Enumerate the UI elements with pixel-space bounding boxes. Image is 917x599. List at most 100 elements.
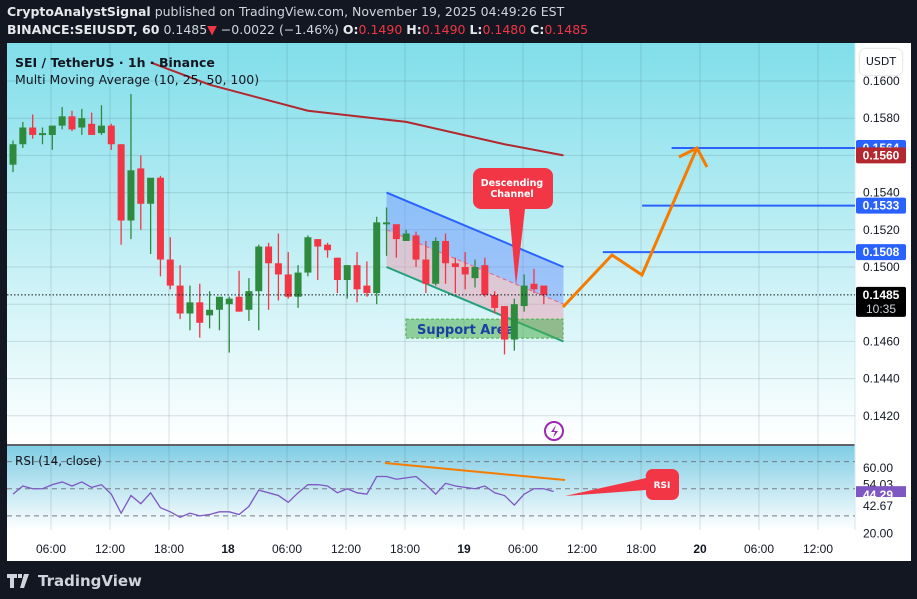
candle	[58, 116, 66, 126]
moving-average-line	[150, 61, 564, 157]
high-value: 0.1490	[421, 22, 466, 37]
time-tick: 12:00	[331, 542, 361, 556]
support-area-label: Support Area	[417, 323, 514, 338]
candle	[97, 125, 105, 134]
svg-text:42.67: 42.67	[863, 499, 893, 513]
rsi-legend[interactable]: RSI (14, close)	[15, 454, 102, 468]
candle	[215, 296, 223, 310]
candle	[274, 263, 282, 275]
price-pane	[7, 43, 855, 444]
candle	[166, 259, 174, 286]
candle	[19, 127, 27, 145]
candle	[422, 259, 430, 284]
candle	[88, 123, 96, 135]
candle	[324, 244, 332, 251]
candle	[186, 302, 194, 314]
time-tick: 20	[693, 542, 707, 556]
candle	[314, 239, 322, 247]
rsi-callout: RSI	[565, 468, 679, 500]
time-tick: 12:00	[95, 542, 125, 556]
candle	[176, 285, 184, 314]
last-price: 0.1485	[163, 22, 208, 37]
target-price-label: 0.1533	[856, 197, 906, 214]
candle	[255, 246, 263, 292]
candle	[442, 240, 450, 264]
time-tick: 06:00	[272, 542, 302, 556]
candle	[29, 127, 37, 135]
tradingview-logo-icon	[7, 574, 29, 588]
time-tick: 18:00	[154, 542, 184, 556]
candle	[432, 240, 440, 284]
price-tick: 0.1520	[863, 223, 900, 237]
low-value: 0.1480	[482, 22, 527, 37]
time-axis: 06:00 12:00 18:00 18 06:00 12:00 18:00 19 06:00 1…	[36, 542, 833, 556]
candle	[9, 144, 17, 165]
price-tick: 0.1540	[863, 186, 900, 200]
time-tick: 18	[221, 542, 235, 556]
candle	[235, 296, 243, 312]
rsi-pane	[7, 446, 855, 530]
candle	[520, 285, 528, 307]
candle	[540, 285, 548, 295]
open-value: 0.1490	[358, 22, 403, 37]
candle	[461, 267, 469, 275]
projection-arrow	[561, 147, 699, 309]
candle	[147, 177, 155, 204]
candle	[383, 222, 391, 225]
svg-text:20.00: 20.00	[863, 526, 893, 540]
price-tick: 0.1500	[863, 260, 900, 274]
candle	[501, 306, 508, 340]
rsi-trendline	[384, 462, 566, 481]
ma100-price-label: 0.1560	[856, 147, 906, 164]
candle	[363, 285, 371, 294]
moving-average-legend[interactable]: Multi Moving Average (10, 25, 50, 100)	[15, 72, 260, 87]
time-tick: 12:00	[803, 542, 833, 556]
svg-text:0.1533: 0.1533	[863, 199, 900, 213]
candle	[481, 265, 489, 295]
candle	[206, 309, 214, 316]
candle	[245, 291, 253, 310]
symbol-legend[interactable]: SEI / TetherUS · 1h · Binance	[15, 55, 215, 70]
channel-top-line	[386, 191, 564, 268]
support-area-box	[405, 318, 564, 339]
svg-text:Descending: Descending	[481, 178, 543, 189]
price-tick: 0.1600	[863, 74, 900, 88]
candle	[68, 116, 76, 130]
currency-button[interactable]: USDT	[860, 49, 902, 75]
chart-frame[interactable]: 06:00 12:00 18:00 18 06:00 12:00 18:00 19 06:00 1…	[7, 43, 911, 561]
tradingview-logo: TradingView	[7, 572, 142, 590]
candle	[402, 233, 410, 241]
candle	[510, 304, 518, 340]
candle	[137, 168, 145, 204]
publish-info: CryptoAnalystSignal published on Trading…	[7, 4, 564, 19]
candle	[48, 125, 56, 135]
candle	[491, 294, 499, 308]
candle	[265, 246, 273, 264]
candle	[294, 272, 302, 297]
symbol-info: BINANCE:SEIUSDT, 60 0.1485▼ −0.0022 (−1.…	[7, 22, 589, 37]
candle	[156, 177, 164, 260]
price-tick: 0.1420	[863, 409, 900, 423]
time-tick: 18:00	[626, 542, 656, 556]
candle	[373, 222, 381, 294]
svg-text:0.1485: 0.1485	[863, 288, 900, 302]
target-price-label: 0.1508	[856, 244, 906, 261]
candle	[78, 118, 86, 128]
svg-text:0.1508: 0.1508	[863, 245, 900, 259]
rsi-line	[12, 475, 554, 518]
candle	[225, 298, 233, 305]
candle	[471, 267, 479, 279]
price-tick: 0.1440	[863, 372, 900, 386]
candle	[284, 274, 292, 297]
projection-arrowhead	[678, 146, 709, 168]
candle	[343, 265, 351, 281]
time-tick: 19	[457, 542, 471, 556]
author-name[interactable]: CryptoAnalystSignal	[7, 4, 151, 19]
published-text: published on TradingView.com, November 1…	[154, 4, 565, 19]
channel-upper-fill	[386, 192, 564, 305]
close-value: 0.1485	[544, 22, 589, 37]
svg-text:RSI: RSI	[654, 481, 671, 491]
chart-canvas[interactable]: 06:00 12:00 18:00 18 06:00 12:00 18:00 19 06:00 1…	[7, 43, 911, 561]
